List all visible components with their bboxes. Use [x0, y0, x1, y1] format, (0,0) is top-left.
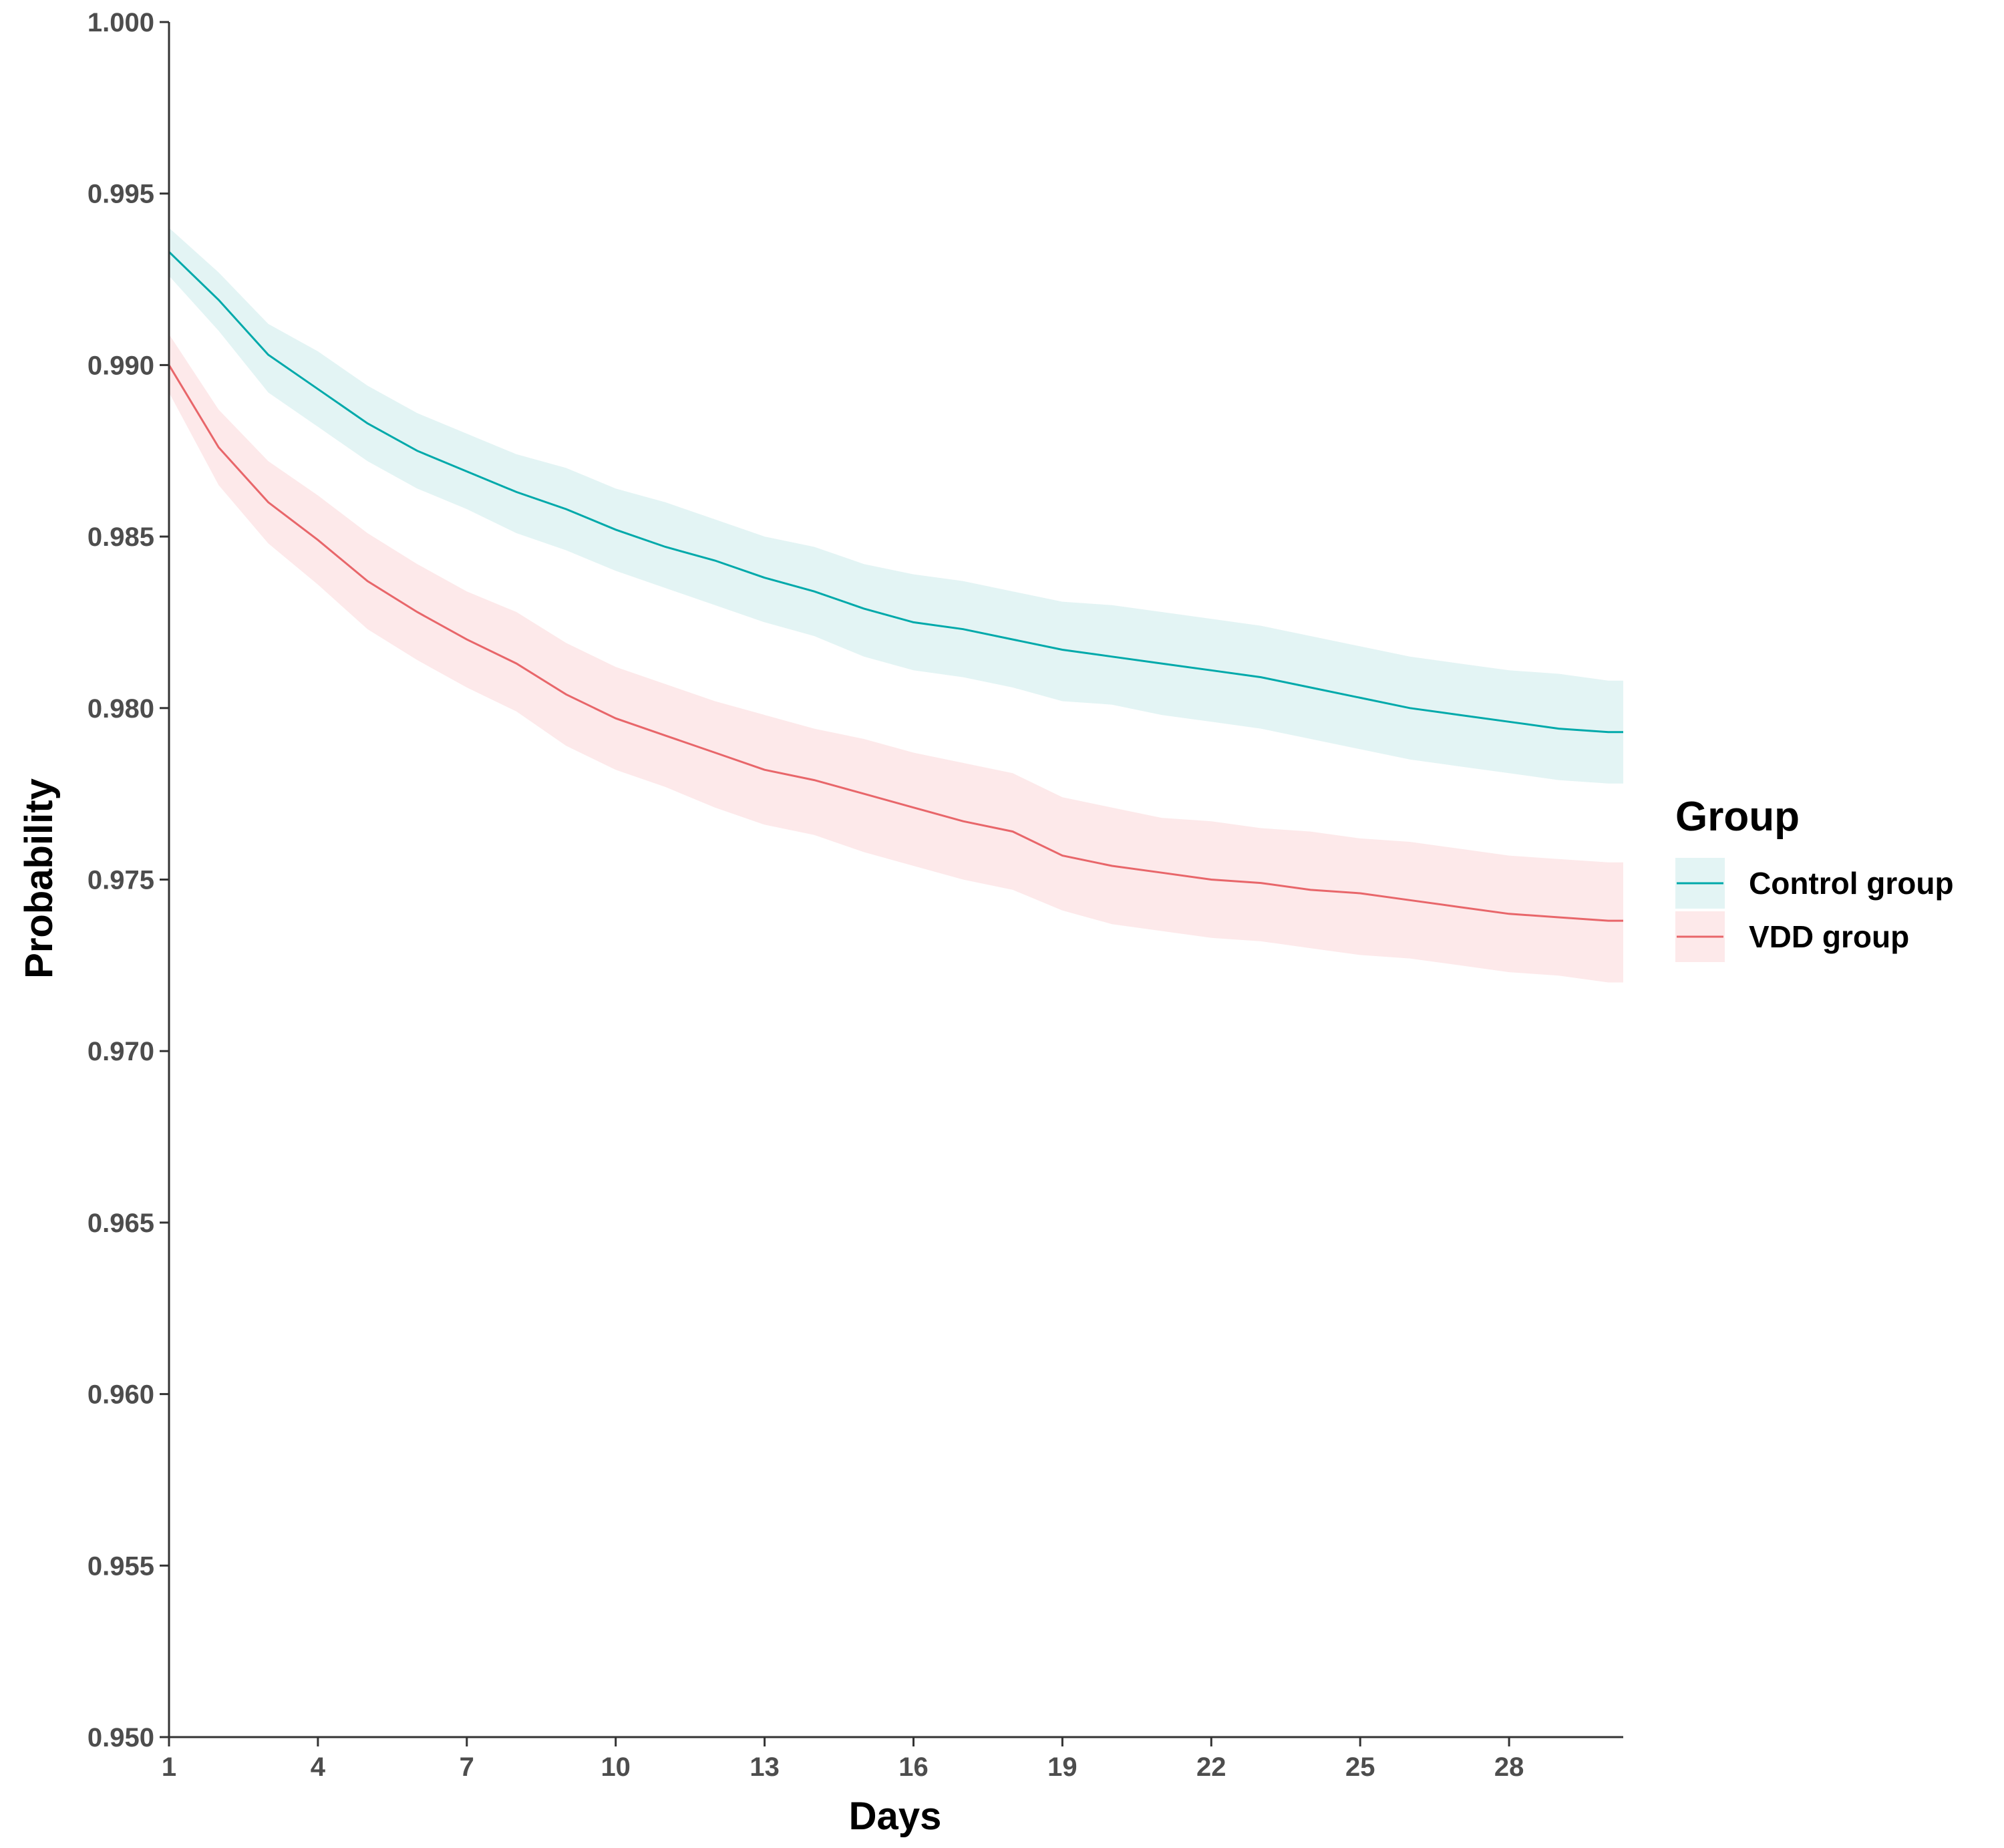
vdd-group-line	[168, 364, 1623, 922]
y-tick-label: 0.950	[88, 1723, 154, 1752]
y-tick-label: 0.995	[88, 180, 154, 209]
x-tick-label: 22	[1196, 1752, 1226, 1782]
y-tick-label: 0.975	[88, 866, 154, 895]
legend-item-control-group: Control group	[1675, 858, 1954, 909]
x-axis-ticks: 1 4 7 10 13 16 19 22 25 28	[162, 1737, 1524, 1782]
y-tick-label: 0.955	[88, 1551, 154, 1581]
legend: Group Control group VDD group	[1675, 794, 1954, 962]
x-tick-label: 4	[311, 1752, 326, 1782]
x-axis-title: Days	[849, 1795, 942, 1838]
x-tick-label: 7	[460, 1752, 474, 1782]
control-group-confidence-band	[169, 228, 1623, 784]
y-tick-label: 1.000	[88, 8, 154, 37]
vdd-group-confidence-band	[169, 334, 1623, 983]
series-lines	[168, 251, 1623, 922]
y-tick-label: 0.970	[88, 1037, 154, 1066]
x-tick-label: 1	[162, 1752, 176, 1782]
legend-item-vdd-group: VDD group	[1675, 911, 1909, 962]
x-tick-label: 16	[898, 1752, 929, 1782]
legend-label-control-group: Control group	[1749, 866, 1954, 901]
legend-label-vdd-group: VDD group	[1749, 919, 1909, 954]
legend-title: Group	[1675, 794, 1800, 840]
y-axis-ticks: 0.950 0.955 0.960 0.965 0.970 0.975 0.980 0.985…	[88, 8, 169, 1752]
y-tick-label: 0.960	[88, 1380, 154, 1410]
x-tick-label: 19	[1047, 1752, 1077, 1782]
y-tick-label: 0.965	[88, 1209, 154, 1238]
x-tick-label: 10	[601, 1752, 631, 1782]
x-tick-label: 13	[749, 1752, 780, 1782]
control-group-line	[168, 251, 1623, 734]
y-tick-label: 0.980	[88, 694, 154, 724]
confidence-bands	[169, 228, 1623, 983]
y-tick-label: 0.985	[88, 522, 154, 552]
y-tick-label: 0.990	[88, 351, 154, 380]
x-tick-label: 25	[1345, 1752, 1375, 1782]
y-axis-title: Probability	[17, 778, 61, 979]
x-tick-label: 28	[1494, 1752, 1524, 1782]
